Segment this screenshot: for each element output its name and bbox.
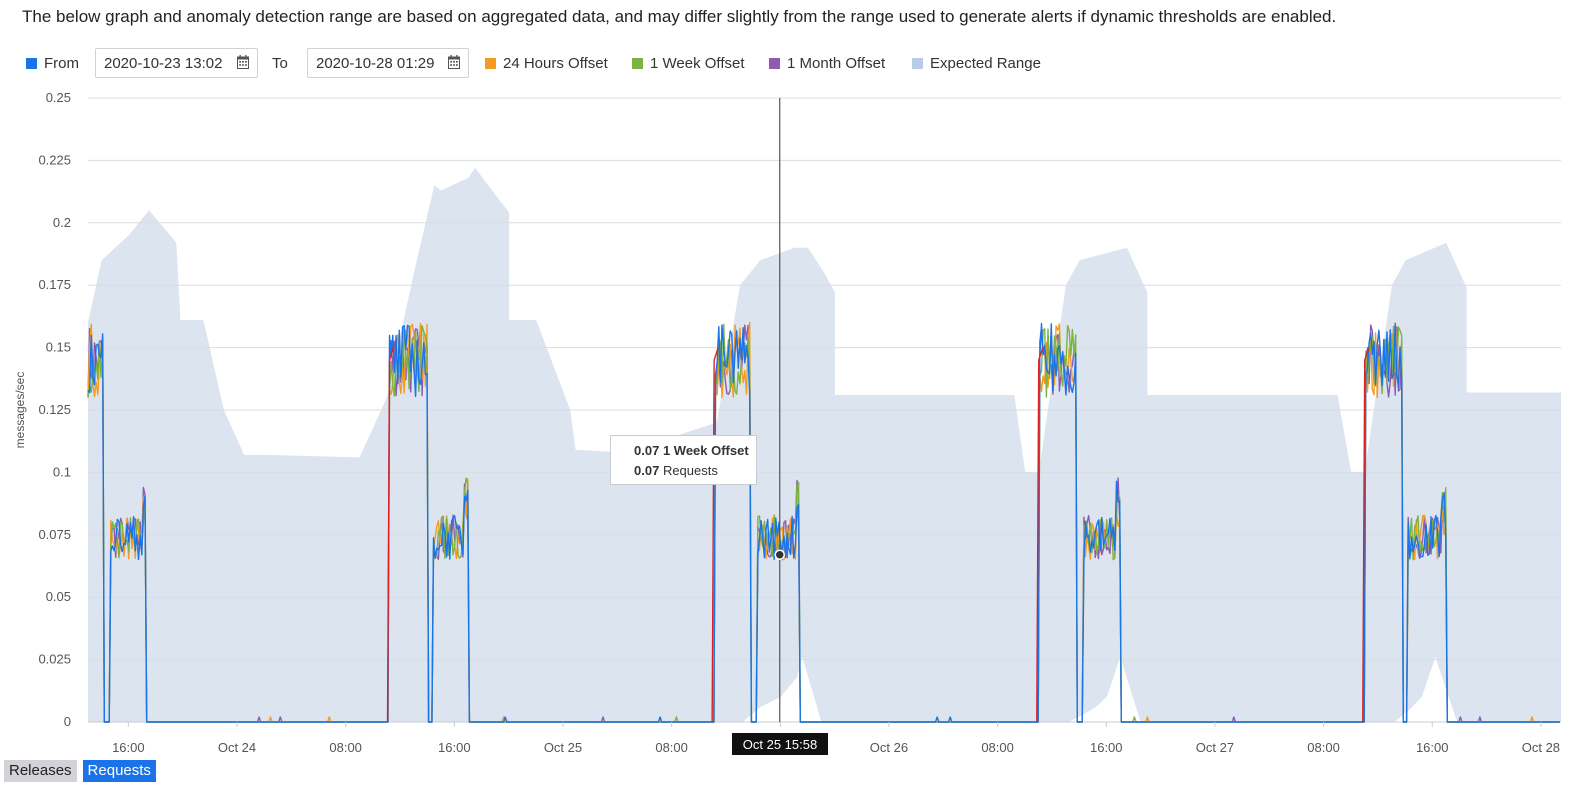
legend-swatch-1m (769, 57, 780, 69)
cursor-time-label: Oct 25 15:58 (732, 733, 828, 755)
legend-bar: From To 24 Hours Offset 1 Week Offset 1 … (0, 46, 1100, 80)
tooltip-row-1w: 0.07 1 Week Offset (634, 443, 749, 458)
from-date-input[interactable]: 2020-10-23 13:02 (95, 48, 258, 78)
calendar-icon[interactable] (448, 55, 460, 69)
x-tick-label: Oct 24 (218, 740, 256, 755)
chart-description: The below graph and anomaly detection ra… (22, 7, 1337, 26)
x-tick-label: 16:00 (112, 740, 145, 755)
x-tick-labels: 16:00 Oct 24 08:00 16:00 Oct 25 08:00 16:00 Oct… (112, 722, 1560, 755)
anomaly-spike (386, 347, 395, 723)
calendar-icon[interactable] (237, 55, 249, 69)
y-tick-labels: 0 0.025 0.05 0.075 0.1 0.125 0.15 0.175 0.2 0.225… (38, 90, 71, 729)
series-line-offset_24h (87, 321, 1560, 723)
expected-range-area (88, 167, 1561, 722)
legend-label: 1 Month Offset (787, 54, 886, 72)
x-tick-label: 16:00 (438, 740, 471, 755)
y-tick-label: 0.025 (38, 652, 71, 667)
y-tick-label: 0.225 (38, 152, 71, 167)
legend-label: 24 Hours Offset (503, 54, 608, 72)
legend-label: 1 Week Offset (650, 54, 745, 72)
to-date-value: 2020-10-28 01:29 (316, 54, 435, 72)
y-tick-label: 0.175 (38, 277, 71, 292)
x-tick-label: 16:00 (1090, 740, 1123, 755)
x-tick-label: Oct 28 (1522, 740, 1560, 755)
series-line-offset_1m (87, 324, 1560, 723)
anomaly-spike (1036, 347, 1044, 723)
hover-point-marker (774, 549, 785, 561)
y-tick-label: 0.125 (38, 402, 71, 417)
legend-item-1m-offset[interactable]: 1 Month Offset (769, 46, 885, 80)
y-tick-label: 0 (64, 714, 71, 729)
series-lines (87, 321, 1560, 723)
x-tick-label: 16:00 (1416, 740, 1449, 755)
tooltip-value: 0.07 (634, 463, 660, 478)
y-tick-label: 0.1 (53, 464, 71, 479)
from-label: From (44, 54, 79, 72)
to-label: To (272, 54, 288, 72)
y-tick-label: 0.05 (46, 589, 71, 604)
requests-swatch (26, 57, 37, 69)
tooltip-value: 0.07 (634, 443, 660, 458)
legend-swatch-24h (485, 57, 496, 69)
to-date-input[interactable]: 2020-10-28 01:29 (307, 48, 469, 78)
legend-item-24h-offset[interactable]: 24 Hours Offset (485, 46, 608, 80)
x-tick-label: 08:00 (655, 740, 688, 755)
series-line-offset_1w (87, 323, 1560, 723)
expected-range-band (88, 167, 1561, 722)
y-tick-label: 0.15 (46, 340, 71, 355)
y-tick-label: 0.2 (53, 215, 71, 230)
x-tick-label: 08:00 (329, 740, 362, 755)
anomaly-spike (711, 347, 719, 723)
y-tick-label: 0.075 (38, 527, 71, 542)
legend-swatch-expected (912, 57, 923, 69)
legend-item-1w-offset[interactable]: 1 Week Offset (632, 46, 745, 80)
tooltip-series: 1 Week Offset (662, 443, 749, 458)
y-axis-label: messages/sec (13, 372, 27, 449)
legend-swatch-1w (632, 57, 643, 69)
y-gridlines (88, 97, 1561, 723)
x-tick-label: Oct 25 (544, 740, 582, 755)
anomaly-spike (1362, 347, 1370, 723)
x-tick-label: 08:00 (981, 740, 1014, 755)
bottom-tabs: Releases Requests (4, 760, 156, 782)
legend-item-expected-range[interactable]: Expected Range (912, 46, 1041, 80)
cursor-line (774, 98, 785, 722)
y-tick-label: 0.25 (46, 90, 71, 105)
from-control: From (26, 46, 79, 80)
chart-tooltip: 0.07 1 Week Offset 0.07 Requests (610, 435, 757, 485)
x-tick-label: Oct 26 (870, 740, 908, 755)
tooltip-series: Requests (662, 463, 718, 478)
x-tick-label: 08:00 (1307, 740, 1340, 755)
from-date-value: 2020-10-23 13:02 (104, 54, 223, 72)
tab-requests[interactable]: Requests (82, 760, 156, 782)
tab-releases[interactable]: Releases (4, 760, 77, 782)
tooltip-row-requests: 0.07 Requests (634, 463, 718, 478)
legend-label: Expected Range (930, 54, 1041, 72)
x-tick-label: Oct 27 (1196, 740, 1234, 755)
series-line-requests (87, 322, 1560, 723)
